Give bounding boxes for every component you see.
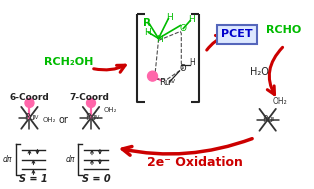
Text: RCH₂OH: RCH₂OH [45,57,94,67]
Text: or: or [58,115,68,125]
Text: OH₂: OH₂ [42,117,56,123]
Text: H: H [188,15,195,24]
Text: O: O [149,72,155,81]
Text: R: R [143,18,151,28]
Text: OH₂: OH₂ [104,107,117,113]
Text: dπ: dπ [3,155,13,164]
Text: 6-Coord: 6-Coord [10,94,49,102]
Circle shape [87,98,95,107]
Text: PCET: PCET [221,29,253,40]
Text: IV: IV [33,115,39,120]
Text: 2e⁻ Oxidation: 2e⁻ Oxidation [147,156,243,169]
Text: Ru: Ru [24,113,35,122]
Text: II: II [272,117,275,122]
Text: Ru: Ru [85,113,96,122]
Text: O: O [88,100,94,106]
Text: S = 1: S = 1 [19,174,48,184]
Circle shape [148,71,158,81]
Text: Ru: Ru [160,78,171,87]
Text: IV: IV [95,115,100,120]
Text: H: H [189,58,195,67]
Text: OH₂: OH₂ [273,98,287,106]
Text: H: H [156,35,163,44]
Text: RCHO: RCHO [266,26,301,36]
Text: IV: IV [169,79,176,84]
FancyBboxPatch shape [217,25,257,44]
Text: H: H [144,28,151,37]
Text: Ru: Ru [262,115,273,124]
Text: 7-Coord: 7-Coord [69,94,109,102]
Text: O: O [27,100,32,106]
Text: O: O [180,64,187,73]
Text: H: H [166,13,173,22]
Text: S = 0: S = 0 [82,174,110,184]
Circle shape [25,98,34,107]
Text: O: O [180,24,187,33]
Text: H₂O: H₂O [250,67,269,77]
Text: dπ: dπ [66,155,75,164]
